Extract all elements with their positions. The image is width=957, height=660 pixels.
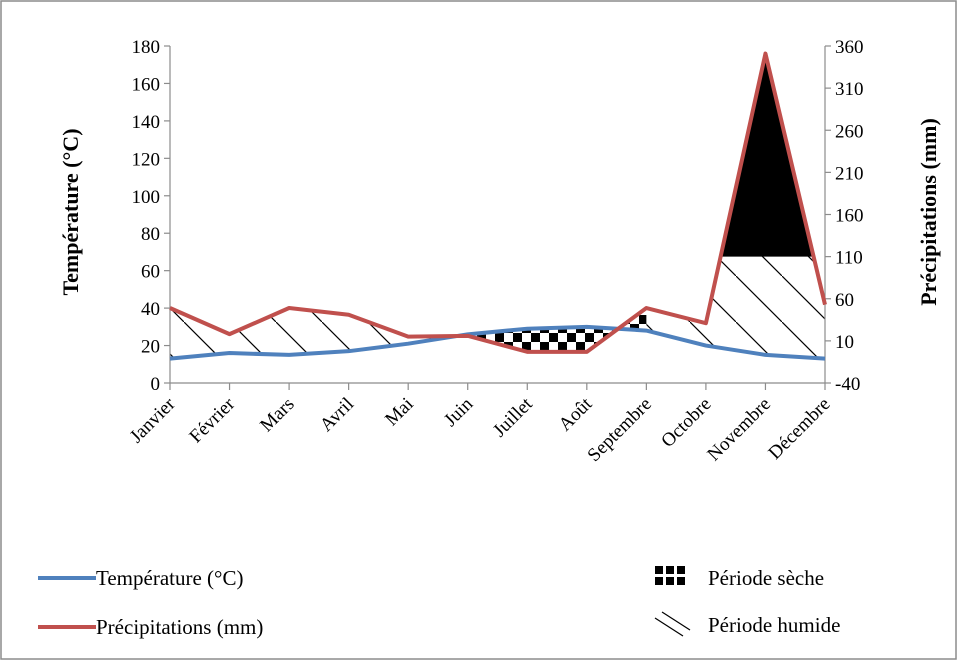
y-left-tick-label: 140: [132, 112, 161, 133]
wet-period-area: [170, 308, 468, 359]
y-left-tick-label: 180: [132, 37, 161, 58]
super-humid-area: [720, 53, 814, 257]
y-left-tick-label: 20: [141, 337, 160, 358]
series-precipitation-line: [169, 51, 827, 354]
legend-dry-period-swatch: [655, 566, 685, 585]
period-areas: [170, 53, 825, 359]
y-right-axis-title: Précipitations (mm): [916, 118, 941, 306]
legend-dry-period-label: Période sèche: [708, 566, 824, 590]
y-right-tick-label: 60: [835, 290, 854, 311]
legend-wet-period-label: Période humide: [708, 613, 840, 637]
y-right-tick-label: 210: [835, 163, 864, 184]
y-left-tick-label: 40: [141, 299, 160, 320]
chart-legend: Température (°C) Précipitations (mm) Pér…: [38, 566, 840, 639]
y-right-tick-label: 310: [835, 79, 864, 100]
y-left-tick-label: 100: [132, 187, 161, 208]
series-temperature-line: [169, 324, 826, 361]
legend-temperature-label: Température (°C): [96, 566, 243, 590]
y-right-tick-label: 10: [835, 332, 854, 353]
y-left-tick-label: 60: [141, 262, 160, 283]
y-left-tick-label: 0: [151, 374, 161, 395]
y-left-tick-label: 160: [132, 74, 161, 95]
y-right-tick-label: -40: [835, 374, 860, 395]
y-right-tick-label: 260: [835, 121, 864, 142]
series-lines: [169, 51, 827, 361]
y-right-tick-label: 110: [835, 248, 863, 269]
y-left-axis-title: Température (°C): [58, 128, 83, 295]
y-right-tick-label: 360: [835, 37, 864, 58]
y-right-tick-label: 160: [835, 206, 864, 227]
y-left-tick-label: 120: [132, 149, 161, 170]
y-left-tick-label: 80: [141, 224, 160, 245]
legend-precipitation-label: Précipitations (mm): [96, 615, 263, 639]
legend-wet-period-swatch: [654, 611, 691, 637]
